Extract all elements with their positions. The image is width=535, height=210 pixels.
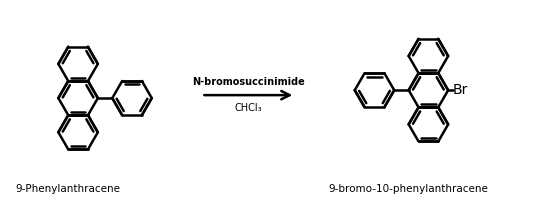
Text: 9-Phenylanthracene: 9-Phenylanthracene [16, 184, 121, 194]
Text: Br: Br [453, 83, 469, 97]
Text: 9-bromo-10-phenylanthracene: 9-bromo-10-phenylanthracene [328, 184, 488, 194]
Text: CHCl₃: CHCl₃ [234, 103, 262, 113]
Text: N-bromosuccinimide: N-bromosuccinimide [192, 77, 305, 87]
